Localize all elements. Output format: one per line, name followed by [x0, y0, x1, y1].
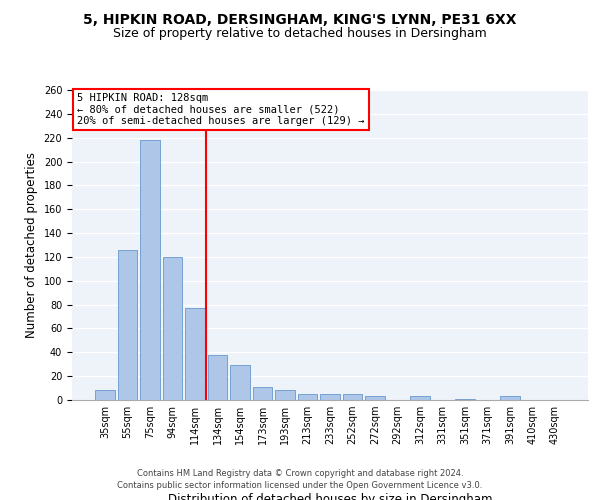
- Bar: [365, 396, 385, 400]
- Y-axis label: Number of detached properties: Number of detached properties: [25, 152, 38, 338]
- Bar: [253, 387, 272, 400]
- Bar: [500, 396, 520, 400]
- Text: Size of property relative to detached houses in Dersingham: Size of property relative to detached ho…: [113, 28, 487, 40]
- Text: Contains HM Land Registry data © Crown copyright and database right 2024.: Contains HM Land Registry data © Crown c…: [137, 468, 463, 477]
- Bar: [163, 257, 182, 400]
- Text: Contains public sector information licensed under the Open Government Licence v3: Contains public sector information licen…: [118, 481, 482, 490]
- Bar: [185, 308, 205, 400]
- X-axis label: Distribution of detached houses by size in Dersingham: Distribution of detached houses by size …: [168, 493, 492, 500]
- Bar: [410, 396, 430, 400]
- Bar: [275, 390, 295, 400]
- Text: 5 HIPKIN ROAD: 128sqm
← 80% of detached houses are smaller (522)
20% of semi-det: 5 HIPKIN ROAD: 128sqm ← 80% of detached …: [77, 93, 365, 126]
- Bar: [455, 399, 475, 400]
- Text: 5, HIPKIN ROAD, DERSINGHAM, KING'S LYNN, PE31 6XX: 5, HIPKIN ROAD, DERSINGHAM, KING'S LYNN,…: [83, 12, 517, 26]
- Bar: [118, 250, 137, 400]
- Bar: [343, 394, 362, 400]
- Bar: [320, 394, 340, 400]
- Bar: [298, 394, 317, 400]
- Bar: [140, 140, 160, 400]
- Bar: [230, 366, 250, 400]
- Bar: [208, 354, 227, 400]
- Bar: [95, 390, 115, 400]
